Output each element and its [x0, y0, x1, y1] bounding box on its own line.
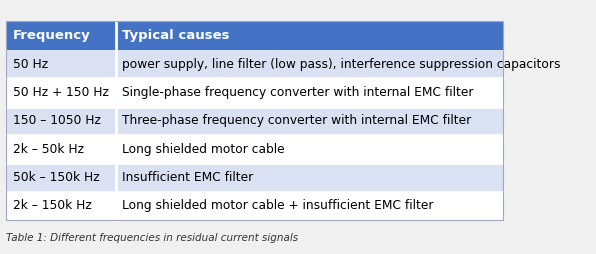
Text: 2k – 150k Hz: 2k – 150k Hz: [13, 199, 91, 212]
Bar: [7, 163, 503, 192]
Text: Typical causes: Typical causes: [122, 29, 229, 42]
Bar: [7, 78, 503, 106]
Bar: [7, 22, 503, 50]
Text: power supply, line filter (low pass), interference suppression capacitors: power supply, line filter (low pass), in…: [122, 57, 560, 71]
Text: 150 – 1050 Hz: 150 – 1050 Hz: [13, 114, 100, 127]
Text: 50 Hz: 50 Hz: [13, 57, 48, 71]
Bar: [7, 22, 503, 220]
Text: 2k – 50k Hz: 2k – 50k Hz: [13, 142, 83, 155]
Text: 50 Hz + 150 Hz: 50 Hz + 150 Hz: [13, 86, 108, 99]
Text: Single-phase frequency converter with internal EMC filter: Single-phase frequency converter with in…: [122, 86, 473, 99]
Text: Table 1: Different frequencies in residual current signals: Table 1: Different frequencies in residu…: [7, 232, 299, 243]
Text: Frequency: Frequency: [13, 29, 90, 42]
Text: Three-phase frequency converter with internal EMC filter: Three-phase frequency converter with int…: [122, 114, 471, 127]
Bar: [7, 192, 503, 220]
Text: Insufficient EMC filter: Insufficient EMC filter: [122, 171, 253, 184]
Text: 50k – 150k Hz: 50k – 150k Hz: [13, 171, 99, 184]
Bar: [7, 106, 503, 135]
Text: Long shielded motor cable: Long shielded motor cable: [122, 142, 284, 155]
Bar: [7, 50, 503, 78]
Bar: [7, 135, 503, 163]
Text: Long shielded motor cable + insufficient EMC filter: Long shielded motor cable + insufficient…: [122, 199, 433, 212]
